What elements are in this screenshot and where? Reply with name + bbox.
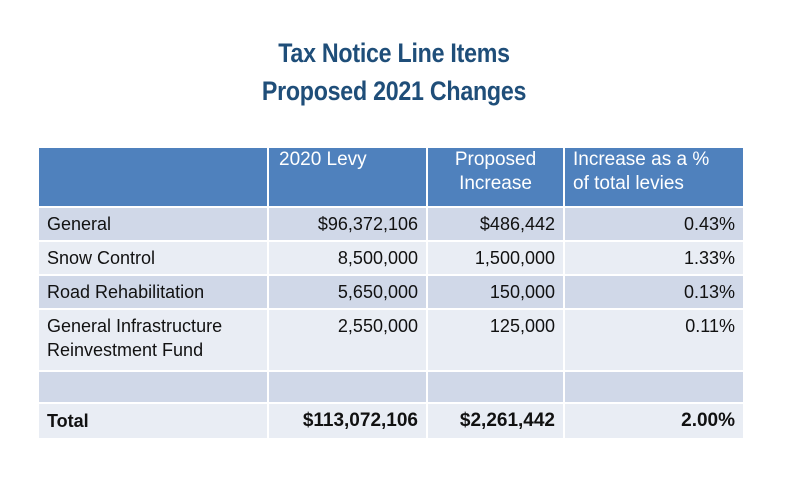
row-pct: 1.33% (563, 240, 745, 276)
levy-table: 2020 Levy Proposed Increase Increase as … (37, 146, 745, 440)
table-row-total: Total $113,072,106 $2,261,442 2.00% (37, 402, 745, 440)
blank-cell (267, 370, 428, 404)
row-increase: 1,500,000 (426, 240, 565, 276)
total-levy-2020: $113,072,106 (267, 402, 428, 440)
table-header-row: 2020 Levy Proposed Increase Increase as … (37, 146, 745, 208)
header-proposed-line-2: Increase (459, 173, 532, 194)
row-levy-2020: 5,650,000 (267, 274, 428, 310)
row-item: Snow Control (37, 240, 269, 276)
header-proposed-increase: Proposed Increase (426, 146, 565, 208)
total-label: Total (37, 402, 269, 440)
blank-cell (37, 370, 269, 404)
row-increase: $486,442 (426, 206, 565, 242)
total-increase: $2,261,442 (426, 402, 565, 440)
blank-cell (426, 370, 565, 404)
header-proposed-line-1: Proposed (454, 149, 537, 170)
header-item (37, 146, 269, 208)
title-line-2: Proposed 2021 Changes (261, 76, 527, 106)
title-line-1: Tax Notice Line Items (278, 38, 510, 68)
row-item: Road Rehabilitation (37, 274, 269, 310)
page-title: Tax Notice Line Items Proposed 2021 Chan… (55, 34, 733, 110)
row-item-line-1: General Infrastructure (47, 316, 223, 336)
total-pct: 2.00% (563, 402, 745, 440)
row-item: General Infrastructure Reinvestment Fund (37, 308, 269, 372)
header-increase-pct: Increase as a % of total levies (563, 146, 745, 208)
row-item-line-2: Reinvestment Fund (47, 340, 204, 360)
header-pct-line-2: of total levies (573, 173, 684, 194)
table-row-blank (37, 370, 745, 404)
row-levy-2020: $96,372,106 (267, 206, 428, 242)
table-row: General $96,372,106 $486,442 0.43% (37, 206, 745, 242)
header-2020-levy: 2020 Levy (267, 146, 428, 208)
row-pct: 0.43% (563, 206, 745, 242)
header-pct-line-1: Increase as a % (573, 149, 710, 170)
table-row: General Infrastructure Reinvestment Fund… (37, 308, 745, 372)
row-pct: 0.13% (563, 274, 745, 310)
table-row: Snow Control 8,500,000 1,500,000 1.33% (37, 240, 745, 276)
row-increase: 125,000 (426, 308, 565, 372)
blank-cell (563, 370, 745, 404)
row-levy-2020: 2,550,000 (267, 308, 428, 372)
row-item: General (37, 206, 269, 242)
table-row: Road Rehabilitation 5,650,000 150,000 0.… (37, 274, 745, 310)
row-levy-2020: 8,500,000 (267, 240, 428, 276)
row-pct: 0.11% (563, 308, 745, 372)
row-increase: 150,000 (426, 274, 565, 310)
